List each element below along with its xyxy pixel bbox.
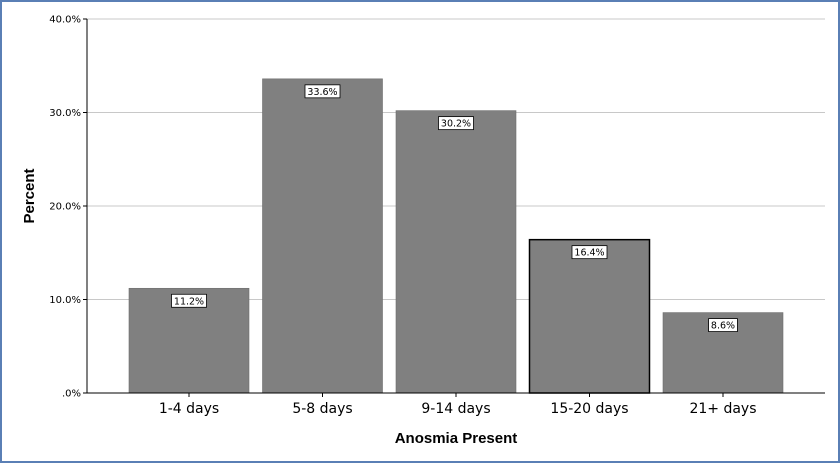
data-label-value: 33.6%: [307, 87, 337, 98]
data-label-value: 16.4%: [574, 248, 604, 259]
y-ticks: .0% 10.0% 20.0% 30.0% 40.0%: [49, 15, 87, 400]
x-tick-label: 9-14 days: [421, 401, 490, 417]
data-label-value: 11.2%: [174, 296, 204, 307]
y-tick-label: 40.0%: [49, 15, 81, 26]
data-label: 16.4%: [571, 245, 608, 260]
x-tick-label: 5-8 days: [292, 401, 352, 417]
data-label-value: 30.2%: [441, 119, 471, 130]
data-label-box: [438, 116, 474, 131]
y-axis-title: Percent: [21, 168, 38, 223]
x-tick-label: 1-4 days: [159, 401, 219, 417]
y-tick-label: 30.0%: [49, 108, 81, 119]
bar-5-8-days: [262, 78, 383, 394]
data-label-box: [171, 293, 207, 308]
bar-9-14-days: [395, 110, 517, 394]
y-tick-label: 10.0%: [49, 295, 81, 306]
x-axis-title: Anosmia Present: [395, 430, 518, 447]
data-label: 33.6%: [304, 84, 341, 99]
bar-15-20-days: [528, 238, 651, 394]
data-label-value: 8.6%: [711, 321, 735, 332]
data-label: 30.2%: [438, 116, 474, 131]
x-tick-labels: 1-4 days 5-8 days 9-14 days 15-20 days 21+ d…: [159, 393, 757, 417]
data-label: 8.6%: [708, 318, 738, 332]
x-tick-label: 21+ days: [689, 401, 756, 417]
data-label: 11.2%: [171, 293, 207, 308]
data-labels: 11.2% 33.6% 30.2% 16.4% 8.6%: [171, 84, 738, 332]
data-label-box: [571, 245, 608, 260]
y-tick-label: .0%: [62, 389, 81, 400]
data-label-box: [708, 318, 738, 332]
data-label-box: [304, 84, 341, 99]
x-tick-label: 15-20 days: [550, 401, 628, 417]
y-tick-label: 20.0%: [49, 202, 81, 213]
bars: [128, 78, 784, 394]
